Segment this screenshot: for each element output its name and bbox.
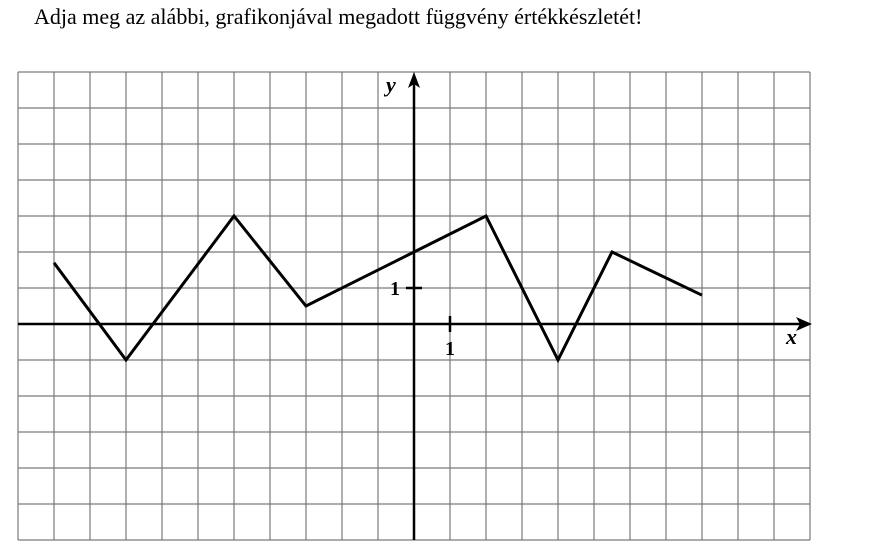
axis-labels: 1 1 x y	[383, 72, 797, 360]
x-tick-label: 1	[445, 338, 455, 360]
y-axis-label: y	[383, 72, 396, 97]
plot-area	[52, 213, 703, 364]
axes	[18, 72, 812, 540]
y-tick-label: 1	[390, 278, 400, 300]
question-text: Adja meg az alábbi, grafikonjával megado…	[34, 4, 643, 29]
x-axis-label: x	[785, 324, 797, 349]
x-axis-arrow	[796, 317, 812, 331]
y-axis-arrow	[408, 72, 420, 88]
grid	[17, 71, 811, 541]
